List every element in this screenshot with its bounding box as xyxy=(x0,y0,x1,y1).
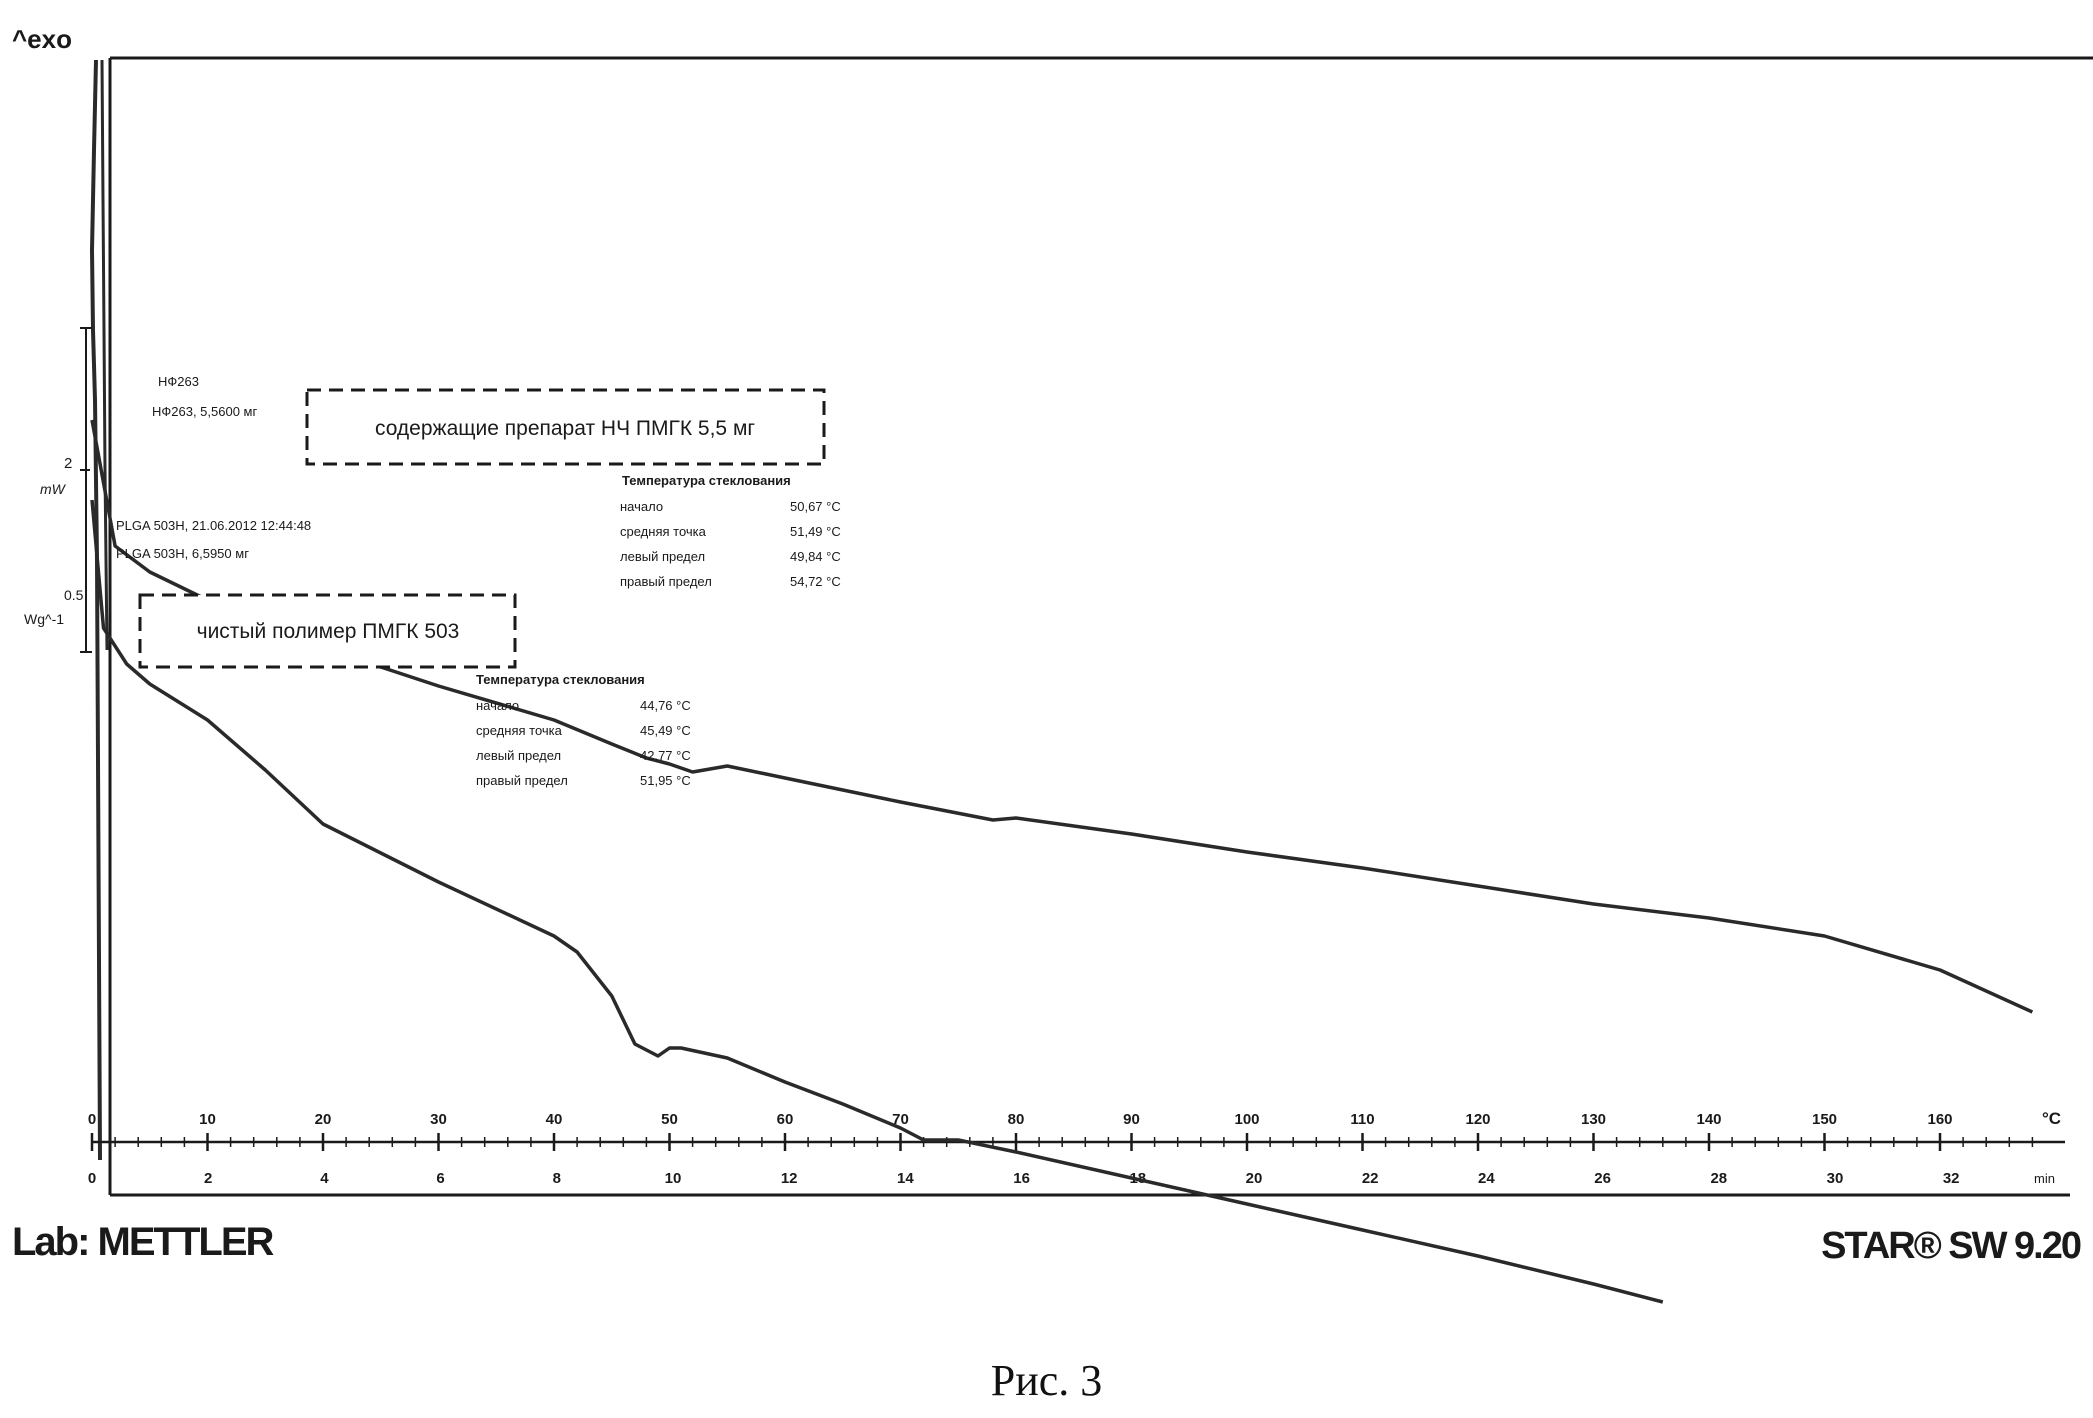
x-time-tick-label: 22 xyxy=(1362,1170,1379,1187)
annotation-polymer-row-label: средняя точка xyxy=(476,723,563,738)
legend-polymer: чистый полимер ПМГК 503 xyxy=(140,595,515,667)
annotation-polymer-row-value: 44,76 °C xyxy=(640,698,691,713)
annotation-drug-row-value: 51,49 °C xyxy=(790,524,841,539)
x-temp-tick-label: 100 xyxy=(1234,1111,1259,1128)
x-time-tick-label: 26 xyxy=(1594,1170,1611,1187)
annotation-polymer-row-label: правый предел xyxy=(476,773,568,788)
software-label: STAR® SW 9.20 xyxy=(1821,1225,2081,1267)
annotation-polymer-row-label: начало xyxy=(476,698,519,713)
x-time-tick-label: 32 xyxy=(1943,1170,1960,1187)
annotation-polymer-header-2: PLGA 503H, 6,5950 мг xyxy=(116,546,249,561)
curves xyxy=(92,420,2032,1302)
x-temp-tick-label: 120 xyxy=(1465,1111,1490,1128)
x-time-tick-label: 16 xyxy=(1013,1170,1030,1187)
legend-drug-label: содержащие препарат НЧ ПМГК 5,5 мг xyxy=(375,417,755,440)
annotation-drug-row-label: средняя точка xyxy=(620,524,707,539)
x-temp-tick-label: 80 xyxy=(1008,1111,1025,1128)
initial-transient-2 xyxy=(102,60,107,650)
annotation-polymer-title: Температура стеклования xyxy=(476,672,645,687)
x-time-tick-label: 20 xyxy=(1246,1170,1263,1187)
annotation-drug-header-2: НФ263, 5,5600 мг xyxy=(152,404,257,419)
x-time-tick-label: 30 xyxy=(1827,1170,1844,1187)
x-temp-tick-label: 50 xyxy=(661,1111,678,1128)
annotation-polymer-row-value: 42,77 °C xyxy=(640,748,691,763)
y-scale-bottom-unit: Wg^-1 xyxy=(24,611,64,627)
x-temp-tick-label: 40 xyxy=(546,1111,563,1128)
x-time-tick-label: 10 xyxy=(665,1170,682,1187)
annotation-polymer-row-label: левый предел xyxy=(476,748,561,763)
y-scale-top-unit: mW xyxy=(40,481,67,497)
x-time-tick-label: 4 xyxy=(320,1170,329,1187)
legend-drug: содержащие препарат НЧ ПМГК 5,5 мг xyxy=(307,390,824,464)
x-temp-tick-label: 0 xyxy=(88,1111,96,1128)
y-scale-bracket xyxy=(80,328,92,652)
x-time-tick-label: 2 xyxy=(204,1170,212,1187)
x-time-tick-label: 0 xyxy=(88,1170,96,1187)
legend-polymer-label: чистый полимер ПМГК 503 xyxy=(197,620,460,643)
x-temp-tick-label: 90 xyxy=(1123,1111,1140,1128)
annotation-drug-row-value: 54,72 °C xyxy=(790,574,841,589)
x-temp-tick-label: 150 xyxy=(1812,1111,1837,1128)
exo-label: ^exo xyxy=(12,24,72,54)
x-temp-tick-label: 60 xyxy=(777,1111,794,1128)
x-temp-tick-label: 20 xyxy=(315,1111,332,1128)
y-scale-top-value: 2 xyxy=(64,455,72,472)
x-time-tick-label: 8 xyxy=(553,1170,561,1187)
x-time-tick-label: 24 xyxy=(1478,1170,1495,1187)
annotation-drug-row-value: 49,84 °C xyxy=(790,549,841,564)
annotation-drug-row-label: начало xyxy=(620,499,663,514)
annotation-polymer-row-value: 45,49 °C xyxy=(640,723,691,738)
y-scale-bottom-value: 0.5 xyxy=(64,587,84,603)
initial-transient-1 xyxy=(92,60,100,1160)
annotation-drug-header-1: НФ263 xyxy=(158,374,199,389)
x-temp-tick-label: 110 xyxy=(1350,1111,1374,1128)
x-temp-tick-label: 10 xyxy=(199,1111,216,1128)
annotation-polymer-header-1: PLGA 503H, 21.06.2012 12:44:48 xyxy=(116,518,311,533)
annotation-polymer-row-value: 51,95 °C xyxy=(640,773,691,788)
x-temp-tick-label: 140 xyxy=(1696,1111,1721,1128)
annotation-drug-row-label: левый предел xyxy=(620,549,705,564)
x-time-tick-label: 14 xyxy=(897,1170,914,1187)
x-temp-tick-label: 160 xyxy=(1927,1111,1952,1128)
annotation-drug-row-value: 50,67 °C xyxy=(790,499,841,514)
figure-caption: Рис. 3 xyxy=(0,1355,2093,1406)
curve-drug-loaded xyxy=(92,420,2032,1012)
lab-label: Lab: METTLER xyxy=(12,1220,275,1264)
x-time-tick-label: 6 xyxy=(436,1170,444,1187)
x-temp-tick-label: 130 xyxy=(1581,1111,1606,1128)
x-time-unit-label: min xyxy=(2034,1171,2055,1186)
x-temp-unit-label: °C xyxy=(2042,1109,2061,1128)
x-time-tick-label: 28 xyxy=(1710,1170,1727,1187)
x-time-tick-label: 12 xyxy=(781,1170,798,1187)
annotation-drug-title: Температура стеклования xyxy=(622,473,791,488)
annotation-drug-row-label: правый предел xyxy=(620,574,712,589)
x-temp-tick-label: 30 xyxy=(430,1111,447,1128)
x-axes: 0102030405060708090100110120130140150160… xyxy=(88,1109,2065,1187)
